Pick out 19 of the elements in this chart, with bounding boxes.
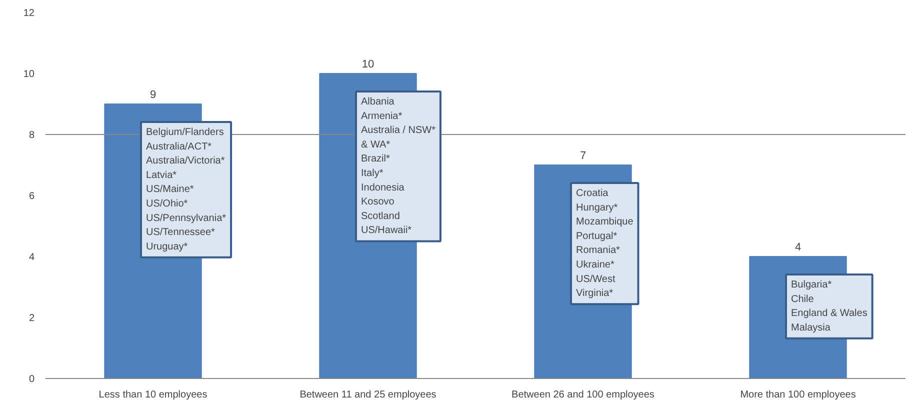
y-tick-label: 0 — [28, 374, 35, 385]
y-tick-label: 2 — [28, 313, 35, 324]
data-label: 10 — [362, 58, 374, 70]
x-tick-label: Less than 10 employees — [98, 390, 208, 400]
text: Belgium/Flanders Australia/ACT* Australia/Victoria* Latvia* US/Maine* US/Ohio* US/Pennsylvania* US/Tennessee* Uruguay* — [146, 127, 226, 252]
y-tick-label: 6 — [28, 191, 35, 202]
annotation: Croatia Hungary* Mozambique Portugal* Romania* Ukraine* US/West Virginia* — [576, 188, 634, 300]
y-tick-label: 10 — [23, 69, 35, 80]
y-tick-label: 8 — [28, 130, 35, 141]
data-label: 9 — [150, 89, 156, 101]
x-tick-label: Between 26 and 100 employees — [512, 390, 654, 400]
x-tick-label: Between 11 and 25 employees — [300, 390, 436, 400]
y-tick-label: 4 — [28, 252, 35, 263]
y-tick-label: 12 — [23, 8, 35, 19]
data-label: 7 — [580, 150, 586, 162]
data-label: 4 — [794, 242, 802, 254]
x-tick-label: More than 100 employees — [740, 390, 856, 400]
annotation: Bulgaria* Chile England & Wales Malaysia — [791, 280, 868, 334]
text: Albania Armenia* Australia / NSW* & WA* Brazil* Italy* Indonesia Kosovo Scotland US/Hawaii* — [361, 96, 436, 236]
